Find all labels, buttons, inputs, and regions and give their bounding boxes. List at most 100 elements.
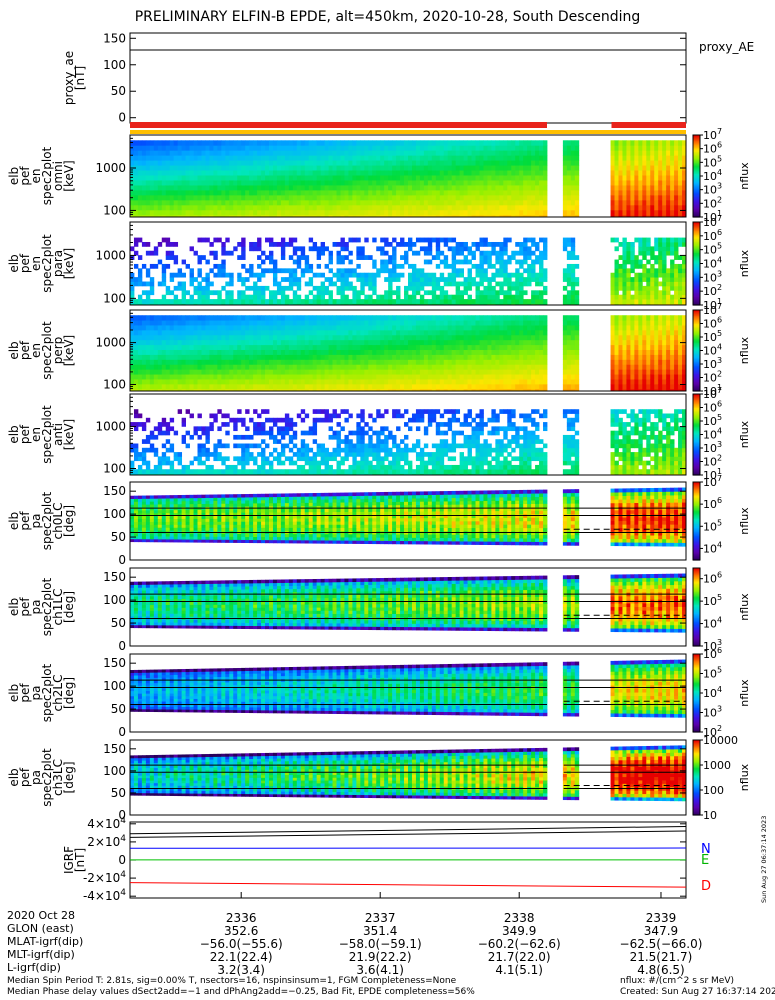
para-spectrogram-cell xyxy=(169,272,175,278)
omni-spectrogram-cell xyxy=(539,194,544,201)
omni-spectrogram-cell xyxy=(614,199,619,206)
perp-spectrogram-cell xyxy=(400,379,405,385)
omni-spectrogram-cell xyxy=(495,214,500,218)
para-spectrogram-cell xyxy=(237,294,242,300)
omni-spectrogram-cell xyxy=(213,160,218,166)
perp-spectrogram-cell xyxy=(221,344,226,351)
para-spectrogram-cell xyxy=(487,294,492,300)
para-spectrogram-cell xyxy=(189,294,194,300)
perp-spectrogram-cell xyxy=(415,320,421,326)
omni-spectrogram-cell xyxy=(638,150,643,156)
para-spectrogram-cell xyxy=(427,290,433,296)
para-spectrogram-cell xyxy=(221,299,226,304)
omni-spectrogram-cell xyxy=(499,175,504,181)
omni-spectrogram-cell xyxy=(396,214,401,218)
omni-spectrogram-colorbar-swatch xyxy=(693,155,700,158)
omni-spectrogram-cell xyxy=(209,160,214,166)
perp-spectrogram-cell xyxy=(130,364,135,370)
omni-spectrogram-cell xyxy=(435,170,441,176)
perp-spectrogram-cell xyxy=(288,359,294,365)
perp-spectrogram-cell xyxy=(364,374,369,380)
omni-spectrogram-cell xyxy=(304,204,310,211)
perp-spectrogram-cell xyxy=(237,383,242,390)
omni-spectrogram-cell xyxy=(543,185,548,191)
omni-spectrogram-cell xyxy=(193,145,198,151)
perp-spectrogram-cell xyxy=(257,320,262,326)
perp-spectrogram-cell xyxy=(400,388,405,392)
para-spectrogram-cell xyxy=(241,255,246,260)
omni-spectrogram-cell xyxy=(670,170,675,176)
para-spectrogram-cell xyxy=(467,281,472,287)
para-spectrogram-cell xyxy=(415,299,421,304)
omni-spectrogram-cell xyxy=(630,190,635,196)
perp-spectrogram-cell xyxy=(217,379,222,385)
perp-spectrogram-cell xyxy=(372,349,377,355)
omni-spectrogram-cell xyxy=(467,209,472,216)
omni-spectrogram-cell xyxy=(141,199,147,206)
para-spectrogram-cell xyxy=(419,285,425,291)
para-spectrogram-cell xyxy=(650,268,655,274)
omni-spectrogram-cell xyxy=(670,145,675,151)
omni-spectrogram-cell xyxy=(475,170,480,176)
perp-spectrogram-cell xyxy=(225,344,230,351)
omni-spectrogram-cell xyxy=(173,209,179,216)
para-spectrogram-colorbar-swatch xyxy=(693,275,700,278)
omni-spectrogram-cell xyxy=(376,165,381,171)
omni-spectrogram-cell xyxy=(280,165,286,171)
para-spectrogram-cell xyxy=(372,263,377,269)
omni-spectrogram-cell xyxy=(205,214,210,218)
omni-spectrogram-cell xyxy=(356,170,361,176)
para-spectrogram-cell xyxy=(527,237,532,243)
omni-spectrogram-cell xyxy=(233,170,238,176)
omni-spectrogram-cell xyxy=(431,190,437,196)
perp-spectrogram-cell xyxy=(368,349,373,355)
omni-spectrogram-cell xyxy=(308,204,314,211)
omni-spectrogram-cell xyxy=(459,204,464,211)
perp-spectrogram-cell xyxy=(376,374,381,380)
omni-spectrogram-cell xyxy=(519,194,524,201)
para-spectrogram-cell xyxy=(181,281,186,287)
omni-spectrogram-cell xyxy=(491,194,496,201)
omni-spectrogram-cell xyxy=(479,190,484,196)
perp-spectrogram-cell xyxy=(153,320,159,326)
omni-spectrogram-cell xyxy=(177,140,183,146)
omni-spectrogram-cell xyxy=(145,145,151,151)
perp-spectrogram-cell xyxy=(197,374,202,380)
omni-spectrogram-cell xyxy=(415,150,421,156)
perp-spectrogram-cell xyxy=(229,383,234,390)
omni-spectrogram-cell xyxy=(221,145,226,151)
para-spectrogram-cell xyxy=(630,259,635,265)
omni-spectrogram-cell xyxy=(249,194,254,201)
perp-spectrogram-cell xyxy=(201,334,206,341)
para-spectrogram-cell xyxy=(249,285,254,291)
omni-spectrogram-cell xyxy=(427,170,433,176)
omni-spectrogram-cell xyxy=(169,194,175,201)
omni-spectrogram-cell xyxy=(678,214,683,218)
para-spectrogram-cell xyxy=(288,277,294,282)
para-spectrogram-colorbar-swatch xyxy=(693,262,700,265)
para-spectrogram-cell xyxy=(205,281,210,287)
omni-spectrogram-cell xyxy=(368,199,373,206)
omni-spectrogram-cell xyxy=(197,155,202,161)
perp-spectrogram-cell xyxy=(292,359,298,365)
para-spectrogram-cell xyxy=(320,285,325,291)
omni-spectrogram-cell xyxy=(217,204,222,211)
omni-spectrogram-cell xyxy=(284,155,290,161)
omni-spectrogram-cell xyxy=(360,185,365,191)
perp-spectrogram-cell xyxy=(336,334,341,341)
omni-spectrogram-cell xyxy=(221,175,226,181)
perp-spectrogram-cell xyxy=(463,359,468,365)
omni-spectrogram-cell xyxy=(201,145,206,151)
omni-spectrogram-cell xyxy=(336,150,341,156)
perp-spectrogram-cell xyxy=(161,374,167,380)
para-spectrogram-cell xyxy=(626,285,631,291)
omni-spectrogram-cell xyxy=(165,209,171,216)
perp-spectrogram-cell xyxy=(157,369,163,375)
omni-spectrogram-cell xyxy=(137,185,143,191)
omni-spectrogram-cell xyxy=(630,175,635,181)
omni-spectrogram-cell xyxy=(157,214,163,218)
para-spectrogram-cell xyxy=(570,303,576,306)
omni-spectrogram-cell xyxy=(618,150,623,156)
para-spectrogram-cell xyxy=(221,246,226,252)
perp-spectrogram-cell xyxy=(443,359,449,365)
